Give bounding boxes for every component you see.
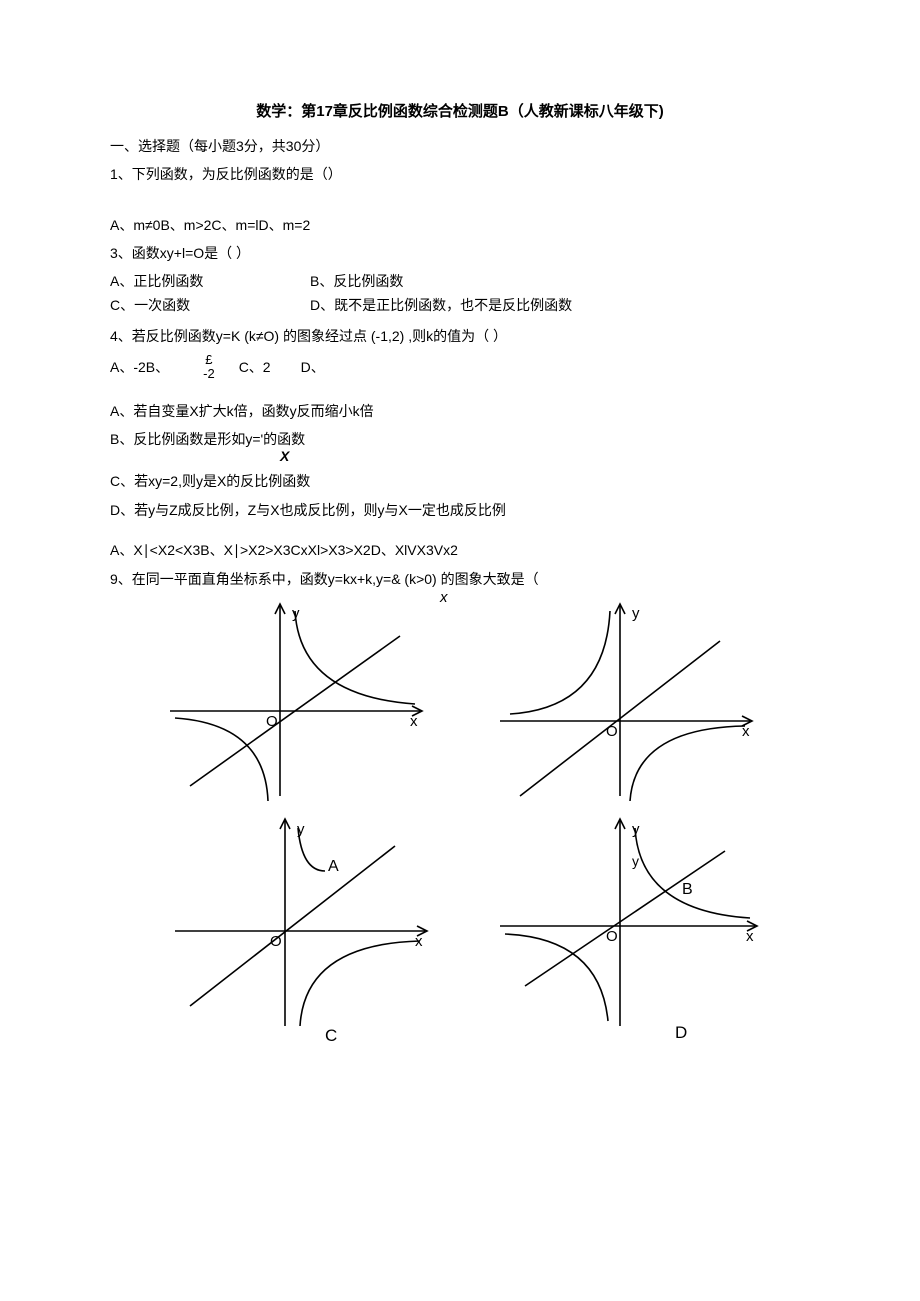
axis-x-label: x xyxy=(410,713,418,730)
q4-opt-c: C、2 xyxy=(239,357,271,377)
question-8-options: A、X∣<X2<X3B、X∣>X2>X3CxXl>X3>X2D、XlVX3Vx2 xyxy=(110,539,810,561)
q4-opt-a: A、-2B、 xyxy=(110,357,169,377)
axis-y-label: y xyxy=(632,605,640,622)
axis-y-label-inner: y xyxy=(632,853,639,869)
q5-opt-d: D、若y与Z成反比例，Z与X也成反比例，则y与X一定也成反比例 xyxy=(110,499,810,521)
graph-top-left: y x O xyxy=(150,596,470,816)
page-title: 数学：第17章反比例函数综合检测题B（人教新课标八年级下) xyxy=(110,100,810,121)
axis-x-label: x xyxy=(415,933,423,950)
q3-opt-a: A、正比例函数 xyxy=(110,271,310,291)
graph-grid: y x O y x xyxy=(150,596,810,1046)
axis-x-label: x xyxy=(746,928,754,945)
axis-y-label: y xyxy=(297,821,305,838)
q3-opt-b: B、反比例函数 xyxy=(310,271,403,291)
q4-opt-d: D、 xyxy=(301,357,325,377)
q9-text: 9、在同一平面直角坐标系中，函数y=kx+k,y=& (k>0) 的图象大致是（ xyxy=(110,571,539,587)
graph-bottom-right: y y x O B D xyxy=(470,816,790,1046)
section-heading: 一、选择题（每小题3分，共30分） xyxy=(110,135,810,157)
q5-opt-b: B、反比例函数是形如y='的函数 xyxy=(110,428,810,450)
origin-label: O xyxy=(266,713,278,730)
graph-label-c: C xyxy=(325,1026,337,1045)
question-9-stem: 9、在同一平面直角坐标系中，函数y=kx+k,y=& (k>0) 的图象大致是（… xyxy=(110,568,810,590)
q4-frac-bot: -2 xyxy=(203,367,215,381)
question-3-row2: C、一次函数 D、既不是正比例函数，也不是反比例函数 xyxy=(110,295,810,315)
graph-label-a: A xyxy=(328,858,339,875)
question-4-stem: 4、若反比例函数y=K (k≠O) 的图象经过点 (-1,2) ,则k的值为（ … xyxy=(110,325,810,347)
q3-opt-c: C、一次函数 xyxy=(110,295,310,315)
q5-b-denominator: X xyxy=(280,448,810,464)
axis-y-label: y xyxy=(292,605,300,622)
graph-label-d: D xyxy=(675,1023,687,1042)
q4-fraction: £ -2 xyxy=(199,353,219,382)
question-3-row1: A、正比例函数 B、反比例函数 xyxy=(110,271,810,291)
q5-opt-a: A、若自变量X扩大k倍，函数y反而缩小k倍 xyxy=(110,400,810,422)
question-4-options: A、-2B、 £ -2 C、2 D、 xyxy=(110,353,810,382)
origin-label: O xyxy=(606,928,618,945)
graph-top-right: y x O xyxy=(470,596,790,816)
axis-y-label: y xyxy=(632,821,640,838)
origin-label: O xyxy=(606,723,618,740)
graph-bottom-left: y x O A C xyxy=(150,816,470,1046)
q4-frac-top: £ xyxy=(205,353,212,367)
question-2-options: A、m≠0B、m>2C、m=lD、m=2 xyxy=(110,214,810,236)
graph-label-b: B xyxy=(682,881,693,898)
axis-x-label: x xyxy=(742,723,750,740)
origin-label: O xyxy=(270,933,282,950)
q5-opt-c: C、若xy=2,则y是X的反比例函数 xyxy=(110,470,810,492)
question-3-stem: 3、函数xy+l=O是（ ） xyxy=(110,242,810,264)
question-1: 1、下列函数，为反比例函数的是（） xyxy=(110,163,810,185)
q3-opt-d: D、既不是正比例函数，也不是反比例函数 xyxy=(310,295,572,315)
